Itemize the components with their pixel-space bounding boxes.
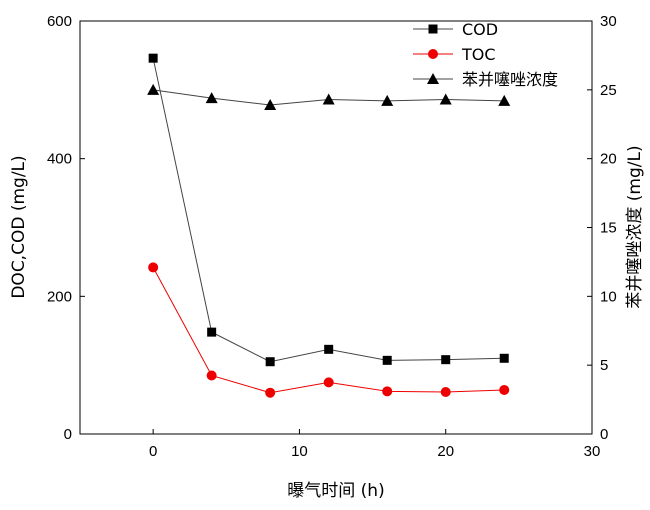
data-point-circle bbox=[206, 370, 217, 381]
legend-marker-triangle bbox=[427, 73, 439, 84]
y-right-tick-label: 10 bbox=[600, 288, 617, 305]
legend: COD TOC 苯并噻唑浓度 bbox=[413, 20, 558, 89]
y-right-tick-label: 25 bbox=[600, 82, 617, 99]
series-lines bbox=[152, 58, 505, 394]
y-left-tick-label: 200 bbox=[47, 288, 72, 305]
data-point-circle bbox=[265, 387, 276, 398]
data-point-square bbox=[499, 353, 509, 363]
data-point-triangle bbox=[439, 93, 452, 105]
x-axis-title: 曝气时间 (h) bbox=[287, 481, 384, 501]
x-tick-label: 0 bbox=[149, 443, 157, 460]
data-point-circle bbox=[499, 384, 510, 395]
data-point-circle bbox=[440, 387, 451, 398]
data-point-triangle bbox=[264, 98, 277, 110]
data-point-triangle bbox=[205, 92, 218, 104]
data-point-circle bbox=[323, 377, 334, 388]
data-point-triangle bbox=[322, 93, 335, 105]
data-point-square bbox=[441, 355, 451, 365]
data-point-square bbox=[148, 53, 158, 63]
data-point-square bbox=[382, 355, 392, 365]
legend-marker-square bbox=[428, 24, 438, 34]
y-axis-right-title: 苯并噻唑浓度 (mg/L) bbox=[625, 145, 645, 308]
data-point-square bbox=[265, 357, 275, 367]
y-right-tick-label: 0 bbox=[600, 426, 608, 443]
y-right-tick-label: 20 bbox=[600, 151, 617, 168]
legend-label: 苯并噻唑浓度 bbox=[462, 70, 558, 89]
y-left-tick-label: 400 bbox=[47, 151, 72, 168]
y-right-tick-label: 5 bbox=[600, 357, 608, 374]
x-tick-label: 10 bbox=[291, 443, 308, 460]
data-point-triangle bbox=[498, 94, 511, 106]
data-point-triangle bbox=[147, 83, 160, 95]
data-point-square bbox=[207, 327, 217, 337]
series-line-1 bbox=[152, 267, 505, 394]
y-left-tick-label: 0 bbox=[64, 426, 72, 443]
x-tick-label: 20 bbox=[437, 443, 454, 460]
y-axis-left-title: DOC,COD (mg/L) bbox=[9, 155, 29, 298]
legend-label: TOC bbox=[461, 45, 496, 64]
x-tick-label: 30 bbox=[584, 443, 601, 460]
data-point-circle bbox=[148, 262, 159, 273]
data-point-circle bbox=[382, 386, 393, 397]
y-left-tick-label: 600 bbox=[47, 13, 72, 30]
data-point-square bbox=[324, 344, 334, 354]
legend-marker-circle bbox=[428, 49, 438, 59]
legend-label: COD bbox=[462, 20, 498, 39]
series-markers bbox=[147, 53, 511, 398]
y-right-tick-label: 30 bbox=[600, 13, 617, 30]
data-point-triangle bbox=[381, 94, 394, 106]
y-right-tick-label: 15 bbox=[600, 220, 617, 237]
